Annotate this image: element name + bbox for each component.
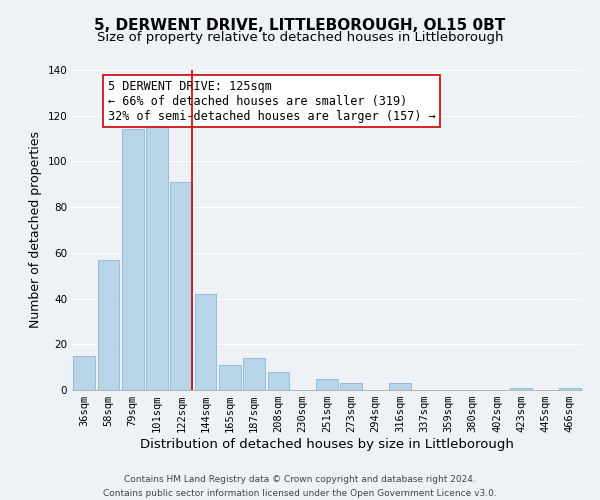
- Text: Contains HM Land Registry data © Crown copyright and database right 2024.
Contai: Contains HM Land Registry data © Crown c…: [103, 476, 497, 498]
- Text: Size of property relative to detached houses in Littleborough: Size of property relative to detached ho…: [97, 31, 503, 44]
- Bar: [194, 294, 217, 390]
- Bar: [170, 182, 192, 390]
- Bar: [268, 372, 289, 390]
- Bar: [316, 378, 338, 390]
- Bar: [219, 365, 241, 390]
- Text: 5 DERWENT DRIVE: 125sqm
← 66% of detached houses are smaller (319)
32% of semi-d: 5 DERWENT DRIVE: 125sqm ← 66% of detache…: [108, 80, 436, 122]
- Text: 5, DERWENT DRIVE, LITTLEBOROUGH, OL15 0BT: 5, DERWENT DRIVE, LITTLEBOROUGH, OL15 0B…: [94, 18, 506, 32]
- Bar: [243, 358, 265, 390]
- Bar: [340, 383, 362, 390]
- X-axis label: Distribution of detached houses by size in Littleborough: Distribution of detached houses by size …: [140, 438, 514, 451]
- Bar: [122, 130, 143, 390]
- Bar: [559, 388, 581, 390]
- Bar: [73, 356, 95, 390]
- Y-axis label: Number of detached properties: Number of detached properties: [29, 132, 42, 328]
- Bar: [146, 120, 168, 390]
- Bar: [389, 383, 411, 390]
- Bar: [97, 260, 119, 390]
- Bar: [511, 388, 532, 390]
